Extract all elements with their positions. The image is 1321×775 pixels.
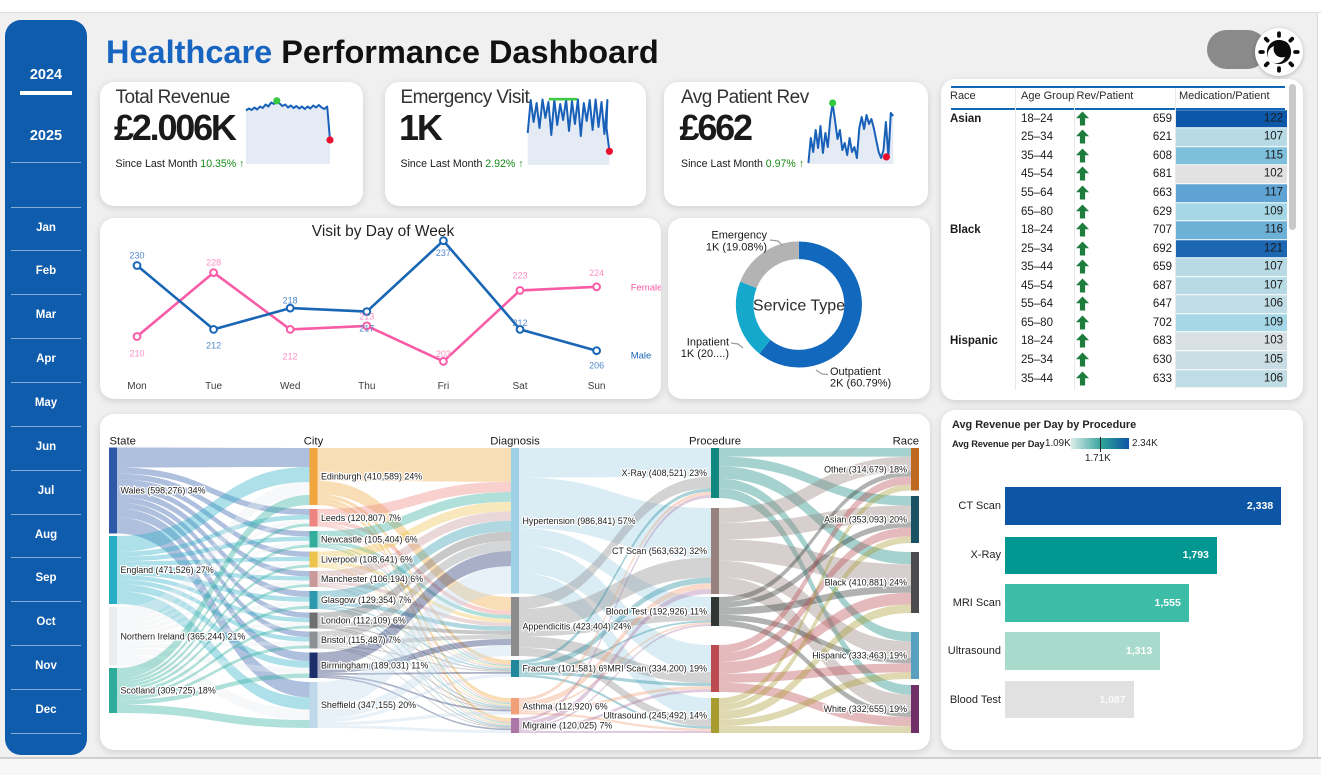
svg-text:CT Scan (563,632) 32%: CT Scan (563,632) 32% (612, 546, 707, 556)
svg-text:Migraine (120,025) 7%: Migraine (120,025) 7% (523, 721, 613, 731)
svg-text:224: 224 (589, 268, 604, 278)
svg-text:Thu: Thu (358, 381, 375, 392)
svg-text:210: 210 (129, 349, 144, 359)
svg-text:Tue: Tue (205, 381, 222, 392)
svg-text:Female: Female (631, 283, 661, 294)
svg-text:Hypertension (986,841) 57%: Hypertension (986,841) 57% (523, 516, 636, 526)
svg-text:MRI Scan (334,200) 19%: MRI Scan (334,200) 19% (607, 664, 707, 674)
svg-text:Scotland (309,725) 18%: Scotland (309,725) 18% (121, 686, 216, 696)
svg-text:212: 212 (206, 341, 221, 351)
svg-text:Male: Male (631, 350, 652, 361)
svg-text:Outpatient: Outpatient (830, 366, 881, 378)
svg-text:White (332,655) 19%: White (332,655) 19% (824, 704, 907, 714)
svg-text:Manchester (106,194) 6%: Manchester (106,194) 6% (321, 574, 423, 584)
svg-text:2K (60.79%): 2K (60.79%) (830, 378, 891, 390)
svg-text:Mon: Mon (127, 381, 146, 392)
svg-text:Diagnosis: Diagnosis (490, 436, 540, 448)
svg-text:Sheffield (347,155) 20%: Sheffield (347,155) 20% (321, 700, 416, 710)
svg-text:Asthma (112,920) 6%: Asthma (112,920) 6% (523, 701, 608, 711)
svg-text:217: 217 (359, 324, 374, 334)
svg-text:Emergency: Emergency (711, 230, 767, 242)
svg-text:X-Ray (408,521) 23%: X-Ray (408,521) 23% (622, 468, 707, 478)
svg-text:Ultrasound (245,492) 14%: Ultrasound (245,492) 14% (603, 711, 707, 721)
svg-text:England (471,526) 27%: England (471,526) 27% (121, 565, 214, 575)
svg-text:203: 203 (436, 349, 451, 359)
svg-text:Service Type: Service Type (753, 298, 845, 315)
svg-text:Leeds (120,807) 7%: Leeds (120,807) 7% (321, 513, 401, 523)
svg-text:212: 212 (283, 352, 298, 362)
svg-text:Asian (353,093) 20%: Asian (353,093) 20% (824, 515, 907, 525)
svg-text:Visit by Day of Week: Visit by Day of Week (312, 223, 455, 240)
svg-text:Other (314,679) 18%: Other (314,679) 18% (824, 464, 907, 474)
svg-text:1K (19.08%): 1K (19.08%) (706, 242, 767, 254)
svg-text:London (112,109) 6%: London (112,109) 6% (321, 616, 406, 626)
svg-text:Inpatient: Inpatient (687, 337, 729, 349)
svg-text:Northern Ireland (365,244) 21%: Northern Ireland (365,244) 21% (121, 631, 246, 641)
svg-text:Blood Test (192,926) 11%: Blood Test (192,926) 11% (606, 607, 707, 617)
svg-text:Glasgow (129,354) 7%: Glasgow (129,354) 7% (321, 595, 411, 605)
svg-text:212: 212 (512, 318, 527, 328)
svg-text:Birmingham (189,031) 11%: Birmingham (189,031) 11% (321, 660, 428, 670)
svg-text:Bristol (115,487) 7%: Bristol (115,487) 7% (321, 635, 401, 645)
svg-text:237: 237 (436, 248, 451, 258)
svg-text:Sat: Sat (512, 381, 527, 392)
svg-text:Race: Race (893, 436, 919, 448)
svg-text:206: 206 (589, 361, 604, 371)
svg-text:Procedure: Procedure (689, 436, 741, 448)
svg-text:Liverpool (108,641) 6%: Liverpool (108,641) 6% (321, 555, 413, 565)
svg-text:Wed: Wed (280, 381, 300, 392)
svg-text:1K (20....): 1K (20....) (681, 348, 729, 360)
svg-text:Fracture (101,581) 6%: Fracture (101,581) 6% (523, 664, 612, 674)
svg-text:Fri: Fri (438, 381, 450, 392)
svg-text:Edinburgh (410,589) 24%: Edinburgh (410,589) 24% (321, 472, 422, 482)
svg-text:228: 228 (206, 258, 221, 268)
svg-text:Wales (598,276) 34%: Wales (598,276) 34% (121, 486, 206, 496)
svg-text:Black (410,881) 24%: Black (410,881) 24% (825, 578, 907, 588)
svg-text:City: City (304, 436, 324, 448)
svg-text:Appendicitis (423,404) 24%: Appendicitis (423,404) 24% (523, 622, 632, 632)
svg-text:State: State (110, 436, 136, 448)
svg-text:230: 230 (129, 251, 144, 261)
svg-text:Hispanic (333,463) 19%: Hispanic (333,463) 19% (812, 651, 907, 661)
svg-text:213: 213 (359, 312, 374, 322)
svg-text:Sun: Sun (588, 381, 606, 392)
svg-text:223: 223 (512, 271, 527, 281)
svg-text:218: 218 (283, 296, 298, 306)
svg-text:Newcastle (105,404) 6%: Newcastle (105,404) 6% (321, 534, 418, 544)
